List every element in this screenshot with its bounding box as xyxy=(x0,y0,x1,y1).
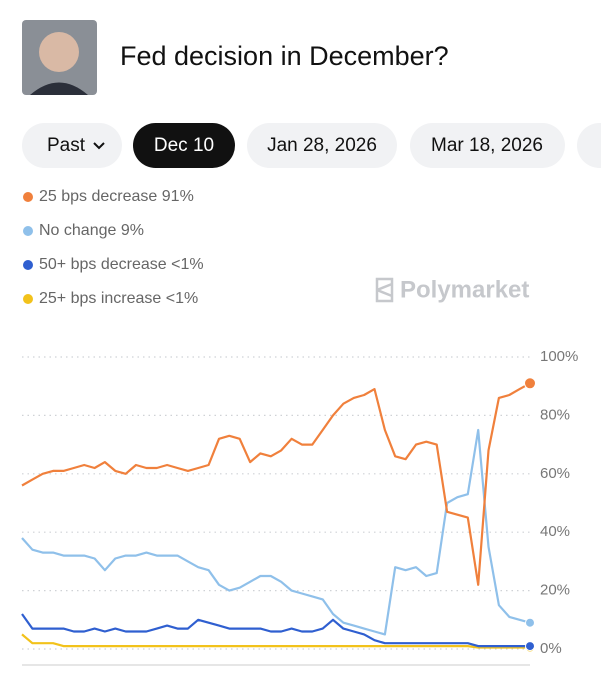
y-tick-label: 100% xyxy=(540,348,578,365)
end-dot xyxy=(525,617,535,628)
legend-name: 25+ bps increase xyxy=(39,290,161,307)
tab[interactable] xyxy=(22,123,122,168)
tab-label[interactable]: Mar 18, 2026 xyxy=(431,135,543,156)
end-dot xyxy=(525,641,535,652)
tab[interactable] xyxy=(247,123,397,168)
series-line xyxy=(21,382,531,586)
series-line xyxy=(21,428,531,636)
tab-label[interactable]: Dec 10 xyxy=(154,135,214,156)
series-line xyxy=(21,613,530,648)
watermark: Polymarket xyxy=(400,276,529,303)
legend-value: 91% xyxy=(162,188,194,205)
legend-value: <1% xyxy=(166,290,198,307)
series-line xyxy=(21,633,530,649)
chevron xyxy=(93,142,105,150)
tab[interactable] xyxy=(577,123,601,168)
y-tick-label: 80% xyxy=(540,406,570,423)
legend-name: No change xyxy=(39,222,116,239)
tab-label[interactable]: Jan 28, 2026 xyxy=(267,135,377,156)
market-image-face xyxy=(39,32,79,72)
legend-dot xyxy=(23,226,33,236)
legend-dot xyxy=(23,294,33,304)
legend-name: 50+ bps decrease xyxy=(39,256,167,273)
title: Fed decision in December? xyxy=(120,41,449,71)
end-dot xyxy=(524,377,536,390)
y-tick-label: 20% xyxy=(540,582,570,599)
y-tick-label: 40% xyxy=(540,523,570,540)
legend-label: 50+ bps decrease <1% xyxy=(39,256,204,273)
market-image-suit xyxy=(30,82,88,95)
y-tick-label: 0% xyxy=(540,640,562,657)
tab-label[interactable]: Past xyxy=(47,135,86,156)
y-tick-label: 60% xyxy=(540,465,570,482)
legend-label: 25 bps decrease 91% xyxy=(39,188,194,205)
tab-active[interactable] xyxy=(133,123,235,168)
legend: 25 bps decrease 91% No change 9% 50+ bps d… xyxy=(23,188,204,307)
legend-name: 25 bps decrease xyxy=(39,188,157,205)
legend-value: 9% xyxy=(121,222,144,239)
legend-dot xyxy=(23,192,33,202)
legend-label: No change 9% xyxy=(39,222,144,239)
legend-value: <1% xyxy=(171,256,203,273)
legend-dot xyxy=(23,260,33,270)
legend-label: 25+ bps increase <1% xyxy=(39,290,198,307)
watermark-logo xyxy=(375,277,394,303)
tab[interactable] xyxy=(410,123,565,168)
